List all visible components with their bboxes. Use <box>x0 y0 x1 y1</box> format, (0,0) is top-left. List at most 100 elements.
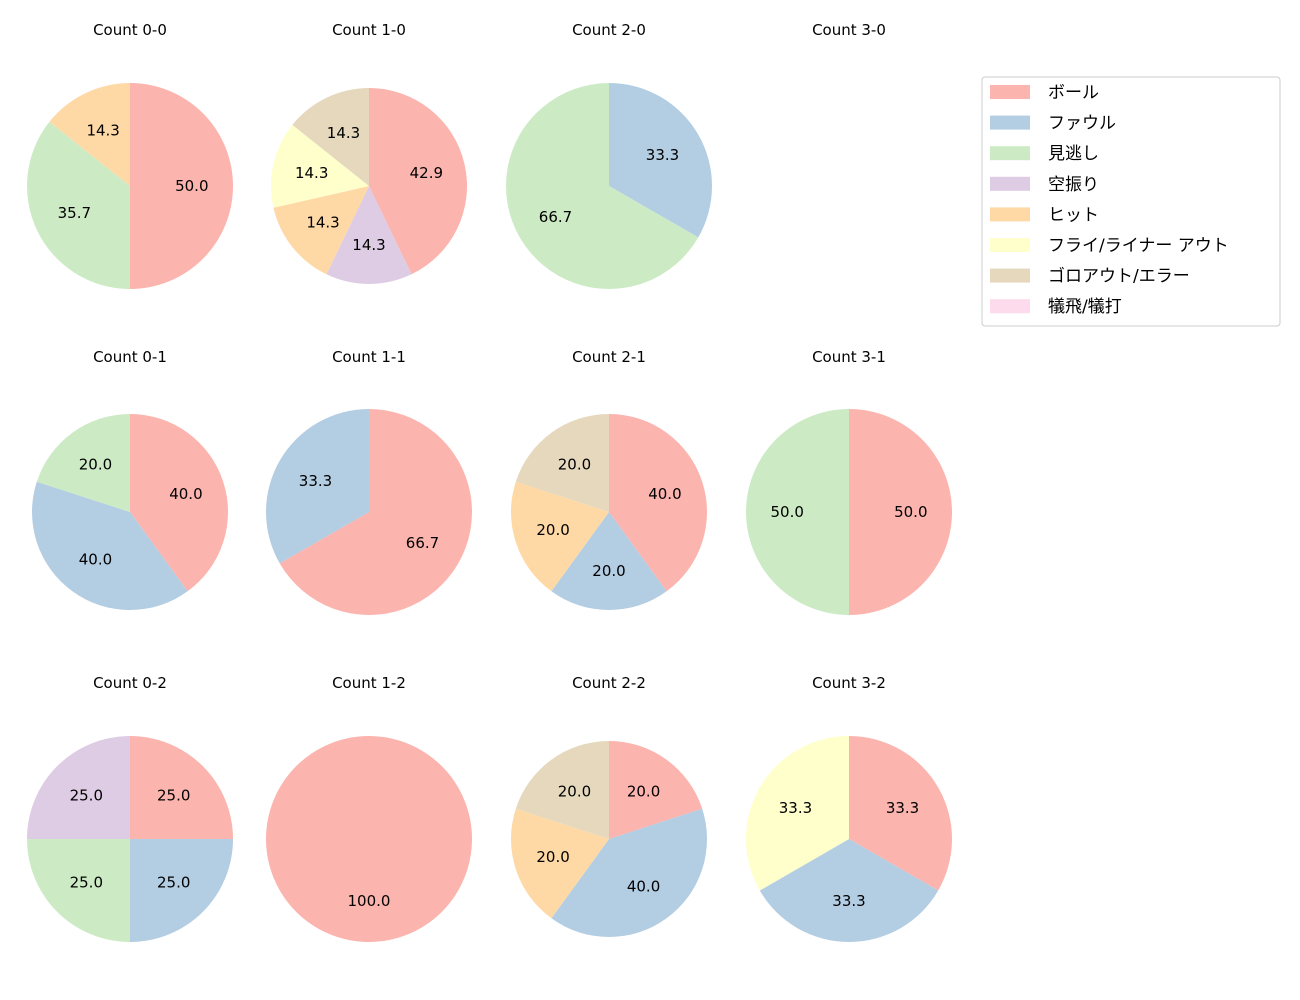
pie-slice <box>130 414 229 592</box>
pie-title: Count 0-2 <box>93 674 167 692</box>
pie-title: Count 2-2 <box>572 674 646 692</box>
slice-label: 50.0 <box>770 503 803 521</box>
pie-count-0-2: Count 0-2 25.0 25.0 25.0 25.0 <box>27 674 233 942</box>
pie-slice <box>609 741 703 839</box>
pie-count-3-1: Count 3-1 50.0 50.0 <box>746 348 952 615</box>
slice-label: 20.0 <box>79 455 112 473</box>
legend-swatch <box>990 268 1030 283</box>
pie-slice <box>27 121 131 289</box>
slice-label: 20.0 <box>627 782 660 800</box>
legend-label: ゴロアウト/エラー <box>1048 266 1190 287</box>
pie-slice <box>271 124 369 208</box>
pie-slice <box>515 414 609 512</box>
pie-slice <box>745 736 849 891</box>
pie-slice <box>510 481 609 592</box>
pie-slice <box>273 186 369 275</box>
pie-slice <box>27 839 130 942</box>
pie-count-2-0: Count 2-0 33.3 66.7 <box>506 21 712 290</box>
pie-title: Count 3-1 <box>812 348 886 366</box>
legend-label: 犠飛/犠打 <box>1048 297 1122 317</box>
pie-count-1-0: Count 1-0 42.9 14.3 14.3 14.3 14.3 <box>271 21 467 284</box>
slice-label: 14.3 <box>352 236 385 254</box>
pie-slice <box>551 512 667 610</box>
pie-title: Count 0-1 <box>93 348 167 366</box>
pie-slice <box>130 839 233 942</box>
pie-slice <box>551 808 708 938</box>
pie-slice <box>746 409 849 615</box>
pie-slice <box>130 83 233 289</box>
pie-slice <box>759 839 939 942</box>
pie-slice <box>510 808 609 919</box>
slice-label: 20.0 <box>558 455 591 473</box>
slice-label: 100.0 <box>348 892 391 910</box>
pie-slice <box>506 83 699 290</box>
pie-count-0-1: Count 0-1 40.0 40.0 20.0 <box>31 348 229 610</box>
pie-slice <box>609 83 712 238</box>
slice-label: 35.7 <box>58 204 91 222</box>
pie-title: Count 3-2 <box>812 674 886 692</box>
slice-label: 33.3 <box>886 799 919 817</box>
legend-swatch <box>990 207 1030 222</box>
pie-count-2-2: Count 2-2 20.0 40.0 20.0 20.0 <box>510 674 708 938</box>
slice-label: 25.0 <box>157 786 190 804</box>
slice-label: 40.0 <box>79 551 112 569</box>
legend-label: ボール <box>1048 83 1099 103</box>
pie-slice <box>130 736 233 839</box>
slice-label: 42.9 <box>410 164 443 182</box>
slice-label: 40.0 <box>169 485 202 503</box>
legend-label: フライ/ライナー アウト <box>1048 236 1229 256</box>
pie-slice <box>266 409 369 564</box>
legend-label: 見逃し <box>1048 144 1099 164</box>
pie-title: Count 3-0 <box>812 21 886 39</box>
pie-title: Count 1-0 <box>332 21 406 39</box>
legend-swatch <box>990 299 1030 314</box>
slice-label: 25.0 <box>157 874 190 892</box>
legend-swatch <box>990 115 1030 130</box>
slice-label: 14.3 <box>295 164 328 182</box>
slice-label: 20.0 <box>536 521 569 539</box>
pie-title: Count 2-1 <box>572 348 646 366</box>
pie-count-2-1: Count 2-1 40.0 20.0 20.0 20.0 <box>510 348 707 610</box>
pie-slice <box>31 481 188 610</box>
pie-slice <box>36 414 130 512</box>
slice-label: 66.7 <box>539 208 572 226</box>
slice-label: 40.0 <box>648 485 681 503</box>
pie-count-0-0: Count 0-0 50.0 35.7 14.3 <box>27 21 233 289</box>
slice-label: 14.3 <box>306 214 339 232</box>
pie-count-1-1: Count 1-1 66.7 33.3 <box>266 348 472 615</box>
slice-label: 33.3 <box>832 892 865 910</box>
slice-label: 20.0 <box>536 848 569 866</box>
pie-count-1-2: Count 1-2 100.0 <box>266 674 472 942</box>
pie-slice <box>279 409 472 615</box>
legend-swatch <box>990 146 1030 161</box>
legend-swatch <box>990 176 1030 191</box>
legend-swatch <box>990 85 1030 99</box>
pie-title: Count 2-0 <box>572 21 646 39</box>
slice-label: 50.0 <box>175 177 208 195</box>
slice-label: 25.0 <box>70 786 103 804</box>
pie-slice <box>515 741 609 839</box>
slice-label: 33.3 <box>779 799 812 817</box>
pie-slice <box>609 414 707 592</box>
pie-title: Count 1-1 <box>332 348 406 366</box>
pie-slice <box>849 736 952 891</box>
slice-label: 20.0 <box>558 782 591 800</box>
slice-label: 20.0 <box>592 562 625 580</box>
pie-slice <box>292 88 369 186</box>
pie-title: Count 1-2 <box>332 674 406 692</box>
slice-label: 33.3 <box>299 472 332 490</box>
slice-label: 66.7 <box>406 534 439 552</box>
legend-label: 空振り <box>1048 175 1099 195</box>
legend-swatch <box>990 238 1030 252</box>
legend-label: ヒット <box>1048 205 1099 225</box>
pie-slice <box>266 736 472 942</box>
slice-label: 33.3 <box>646 146 679 164</box>
slice-label: 25.0 <box>70 874 103 892</box>
pie-slice <box>27 736 130 839</box>
slice-label: 14.3 <box>327 124 360 142</box>
slice-label: 14.3 <box>86 121 119 139</box>
legend-label: ファウル <box>1048 114 1116 134</box>
pie-count-3-0: Count 3-0 <box>812 21 886 39</box>
